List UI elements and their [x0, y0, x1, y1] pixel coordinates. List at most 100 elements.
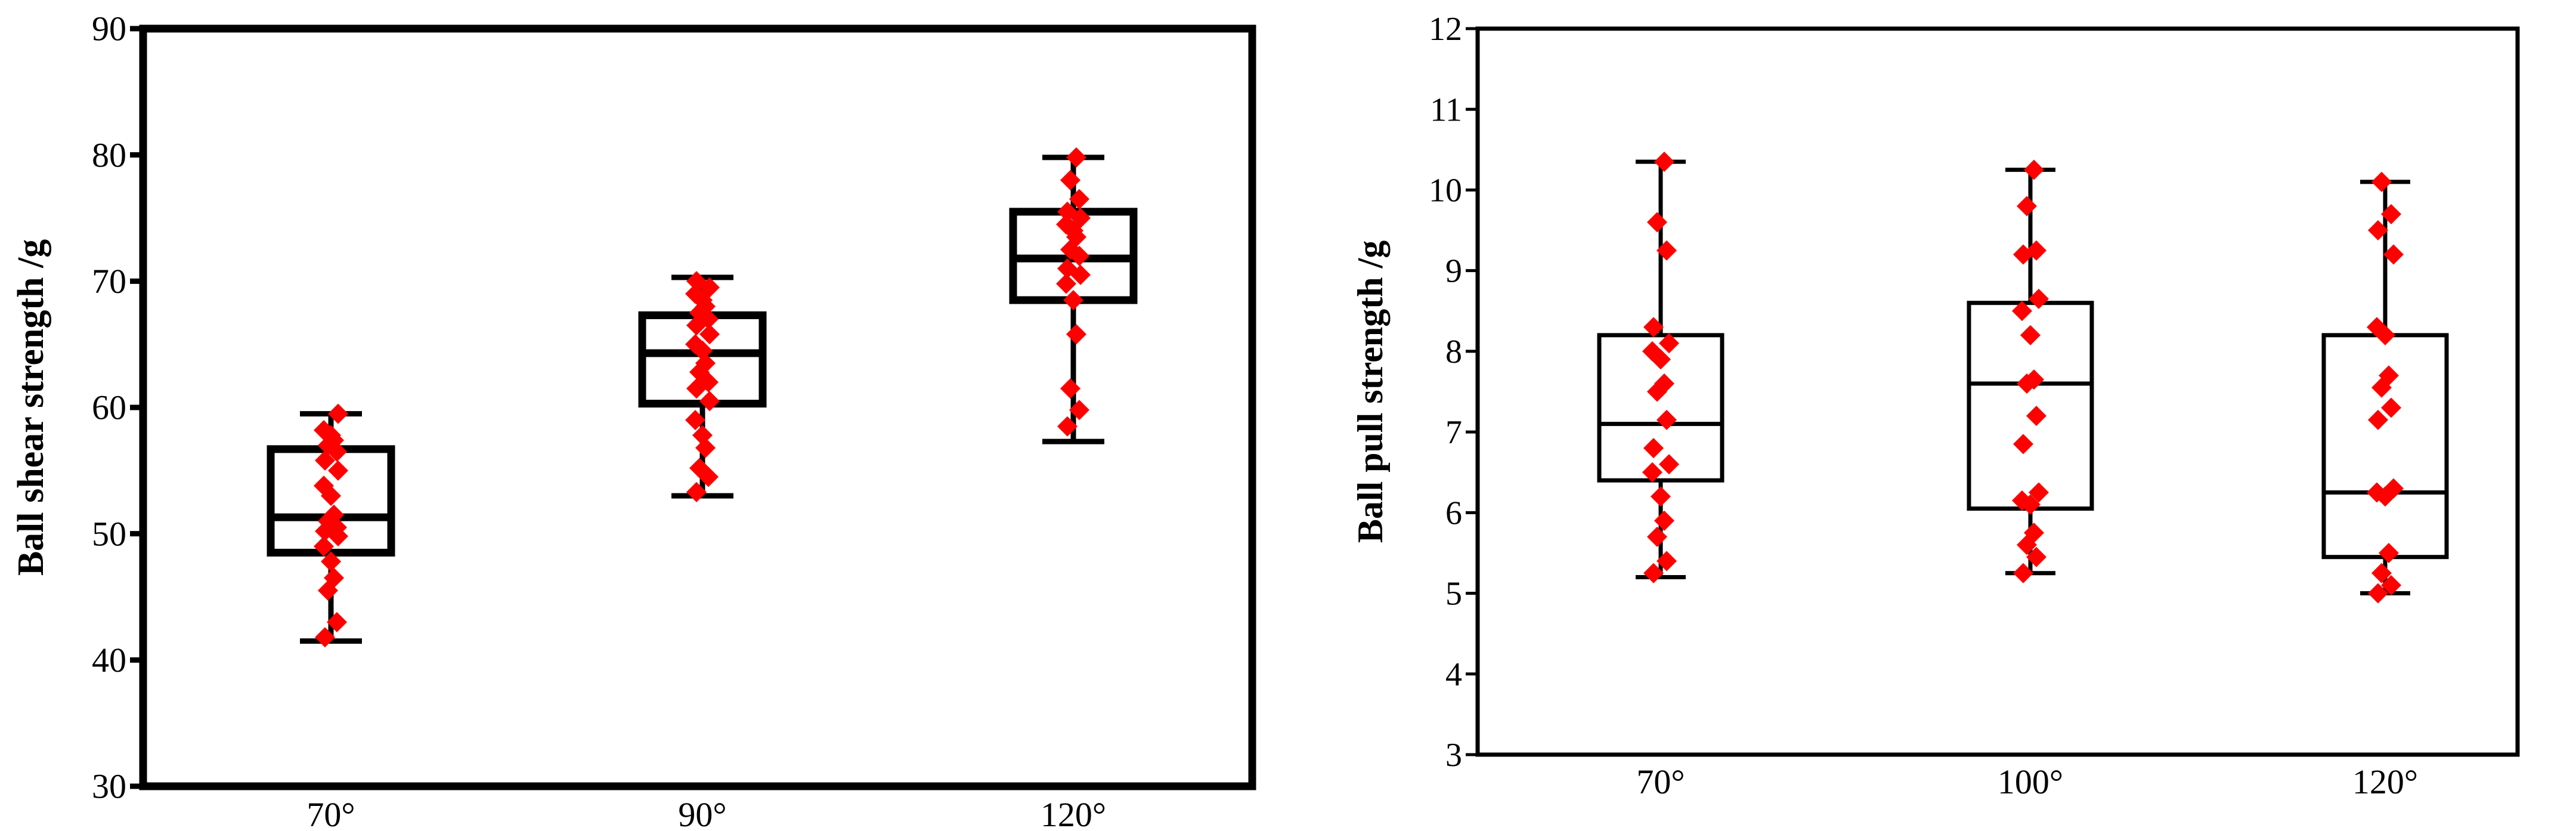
data-point	[1066, 324, 1086, 345]
data-point	[1643, 438, 1664, 459]
data-point	[2013, 434, 2033, 455]
data-point	[1057, 201, 1078, 222]
data-point	[685, 283, 705, 304]
x-category-label: 90°	[678, 795, 726, 831]
y-tick-label: 80	[92, 135, 126, 174]
data-point	[2026, 240, 2046, 261]
y-tick-label: 4	[1445, 656, 1462, 693]
data-point	[1657, 551, 1677, 571]
data-point	[324, 504, 344, 525]
data-point	[1643, 563, 1664, 583]
x-category-label: 70°	[1636, 762, 1685, 801]
data-point	[1657, 240, 1677, 261]
x-category-label: 120°	[2352, 762, 2418, 801]
data-point	[1642, 341, 1662, 362]
data-point	[2368, 220, 2388, 241]
data-point	[314, 475, 334, 496]
data-point	[686, 271, 707, 292]
data-point	[692, 425, 713, 446]
data-point	[685, 334, 705, 355]
iqr-box	[2321, 333, 2449, 560]
data-point	[1654, 152, 1674, 172]
data-point	[1060, 378, 1080, 399]
data-point	[2381, 575, 2401, 596]
y-tick-label: 90	[92, 10, 126, 48]
data-point	[328, 460, 348, 481]
data-point	[2381, 397, 2401, 418]
data-point	[321, 551, 341, 572]
data-point	[1066, 147, 1086, 168]
data-point	[2381, 204, 2401, 225]
data-point	[1063, 290, 1083, 311]
data-point	[315, 450, 335, 471]
y-axis-label: Ball shear strength /g	[11, 239, 51, 576]
data-point	[1056, 214, 1076, 235]
data-point	[689, 458, 710, 478]
data-point	[1069, 189, 1089, 209]
data-point	[1659, 454, 1679, 475]
y-tick-label: 30	[92, 767, 126, 806]
data-point	[1057, 258, 1078, 279]
y-tick-label: 8	[1445, 333, 1462, 370]
data-point	[1657, 409, 1677, 430]
data-point	[1647, 526, 1667, 547]
data-point	[1654, 373, 1674, 394]
y-tick-label: 10	[1429, 172, 1462, 209]
y-axis-label: Ball pull strength /g	[1351, 240, 1390, 543]
data-point	[2029, 482, 2049, 503]
data-point	[2020, 325, 2041, 345]
data-point	[1060, 170, 1080, 190]
data-point	[2368, 409, 2388, 430]
data-point	[1069, 400, 1089, 421]
data-point	[1647, 212, 1667, 233]
x-category-label: 120°	[1041, 795, 1106, 831]
plot-frame	[1475, 26, 2520, 757]
data-point	[2383, 244, 2404, 265]
data-point	[686, 481, 707, 502]
data-point	[1659, 333, 1679, 354]
y-tick-label: 9	[1445, 253, 1462, 290]
data-point	[1642, 462, 1662, 483]
y-tick-label: 7	[1445, 414, 1462, 451]
data-point	[1643, 317, 1664, 338]
data-point	[314, 536, 334, 557]
y-tick-label: 50	[92, 514, 126, 553]
y-tick-label: 12	[1429, 11, 1462, 48]
data-point	[2012, 301, 2032, 322]
data-point	[699, 324, 720, 345]
data-point	[685, 410, 705, 431]
data-point	[2379, 542, 2399, 563]
y-tick-label: 60	[92, 388, 126, 427]
y-tick-label: 11	[1430, 91, 1462, 128]
chart-panel-2: 3 4 5 6 7 8 9 10 11 12 Ball pull strength /g 70° 100…	[1351, 11, 2520, 801]
data-point	[2024, 369, 2044, 390]
data-point	[2371, 171, 2392, 192]
y-tick-label: 3	[1445, 737, 1462, 774]
data-point	[2367, 317, 2387, 338]
data-point	[2013, 563, 2033, 583]
data-point	[2024, 159, 2044, 180]
data-point	[2367, 482, 2387, 503]
data-point	[2371, 563, 2392, 583]
data-point	[1056, 273, 1076, 294]
data-point	[2024, 523, 2044, 543]
x-category-label: 70°	[306, 795, 355, 831]
y-tick-label: 70	[92, 262, 126, 301]
data-point	[2029, 288, 2049, 309]
data-point	[327, 611, 347, 632]
data-point	[1654, 510, 1674, 531]
y-tick-label: 5	[1445, 576, 1462, 613]
data-point	[315, 627, 335, 648]
data-point	[1651, 486, 1671, 507]
data-point	[314, 420, 334, 441]
data-point	[1057, 416, 1078, 437]
data-point	[2379, 365, 2399, 386]
y-tick-label: 40	[92, 641, 126, 679]
data-point	[328, 403, 348, 424]
data-point	[2012, 490, 2032, 511]
data-point	[2017, 196, 2037, 217]
y-tick-label: 6	[1445, 495, 1462, 532]
x-category-label: 100°	[1998, 762, 2063, 801]
data-point	[699, 391, 720, 412]
